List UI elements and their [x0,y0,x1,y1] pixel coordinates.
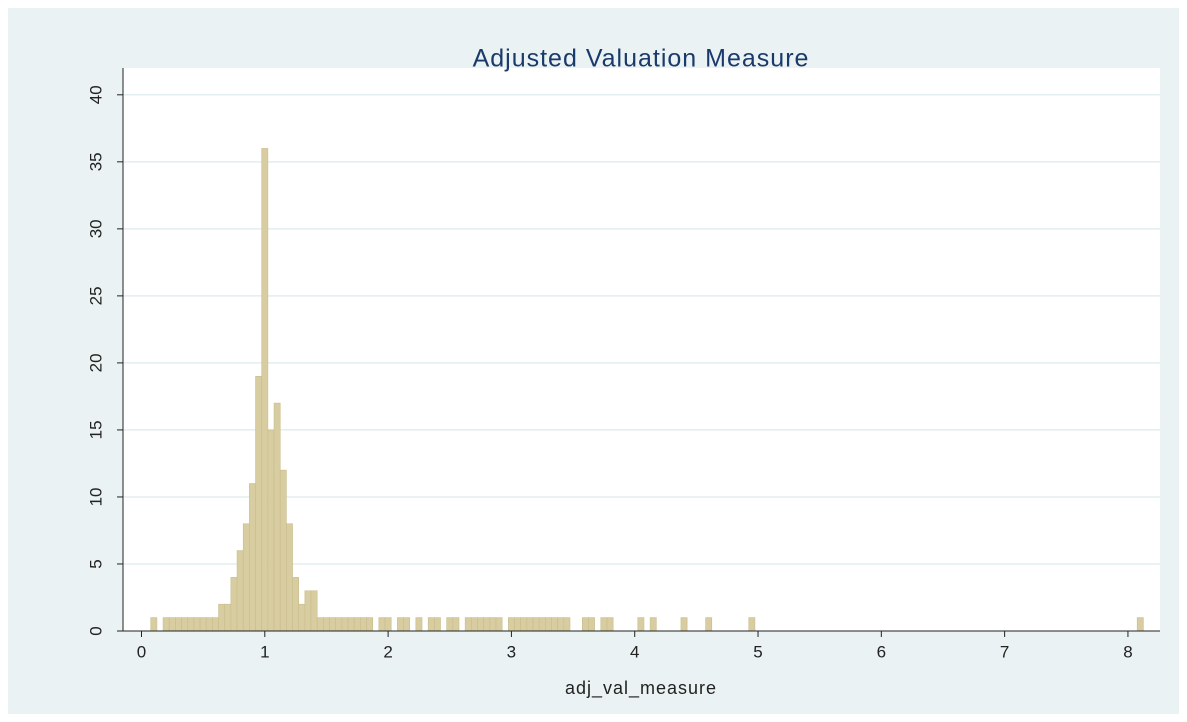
bar [175,617,182,632]
bar [224,603,232,632]
bar [286,523,293,632]
bar [273,402,281,632]
bar [212,617,219,632]
bar [477,617,484,632]
bar [150,617,158,632]
bar [606,617,614,632]
bar [205,617,213,632]
bar [181,617,189,632]
bar [508,617,515,632]
bar [637,617,645,632]
bar [446,617,454,632]
bar [1136,617,1144,632]
y-tick-label: 15 [86,420,105,439]
bar [538,617,546,632]
bar [434,617,441,632]
bar [162,617,170,632]
bar [168,617,176,632]
bar [452,617,460,632]
bar [489,617,497,632]
x-tick-label: 1 [260,642,269,661]
x-tick-label: 8 [1123,642,1132,661]
bar [520,617,528,632]
bar [427,617,435,632]
bar [680,617,688,632]
x-tick-label: 4 [630,642,639,661]
bar [649,617,657,632]
x-tick-label: 2 [383,642,392,661]
bar [378,617,386,632]
bar [261,148,269,632]
bar [360,617,367,632]
y-tick-label: 30 [86,219,105,238]
y-tick-label: 35 [86,152,105,171]
bar [199,617,207,632]
x-tick-label: 6 [877,642,886,661]
y-tick-label: 20 [86,353,105,372]
y-tick-label: 5 [86,559,105,568]
bar [249,483,256,632]
y-tick-label: 0 [86,626,105,635]
bar [218,603,226,632]
bar [464,617,472,632]
bar [230,577,238,632]
bar [588,617,595,632]
bar [415,617,423,632]
x-tick-label: 0 [137,642,146,661]
x-tick-label: 5 [753,642,762,661]
bar [397,617,404,632]
bar [236,550,244,632]
x-tick-label: 3 [507,642,516,661]
bar [329,617,337,632]
bar [366,617,373,632]
y-tick-label: 40 [86,85,105,104]
bar [495,617,503,632]
bar [335,617,343,632]
bar [551,617,558,632]
bar [600,617,608,632]
bar [298,603,306,632]
bar [267,429,275,632]
x-axis-label: adj_val_measure [565,678,717,699]
bar [347,617,355,632]
bar [341,617,349,632]
bar [255,376,263,632]
bar [310,590,318,632]
bar [187,617,195,632]
bar [403,617,410,632]
bar [532,617,540,632]
bar [483,617,491,632]
bar [304,590,312,632]
bar [526,617,534,632]
bar [323,617,330,632]
bar [514,617,521,632]
bar [557,617,565,632]
bar [353,617,361,632]
bar [582,617,589,632]
chart-title: Adjusted Valuation Measure [473,45,810,73]
bar [292,577,300,632]
x-tick-label: 7 [1000,642,1009,661]
bar [384,617,392,632]
bar [545,617,552,632]
bar [279,469,287,632]
bar [193,617,201,632]
bar [242,523,250,632]
bar [705,617,713,632]
y-tick-label: 25 [86,286,105,305]
bar [563,617,571,632]
bar [748,617,756,632]
bar [471,617,478,632]
bar [316,617,324,632]
y-tick-label: 10 [86,487,105,506]
